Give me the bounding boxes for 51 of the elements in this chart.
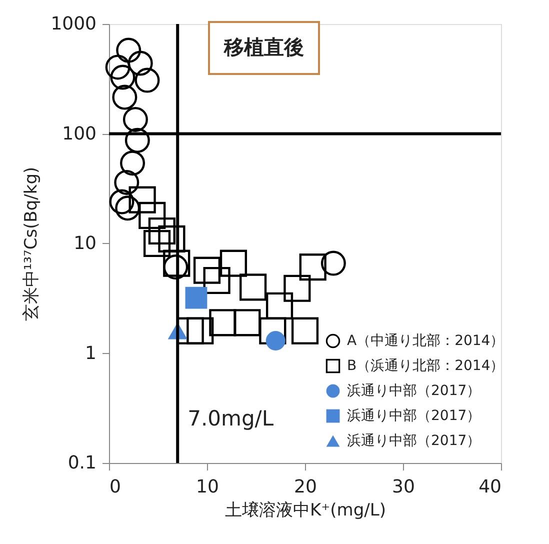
point (163, 254, 188, 280)
annotation: 7.0mg/L (188, 406, 274, 430)
point (109, 189, 134, 214)
x-tick-label: 20 (294, 476, 317, 498)
legend-label: B（浜通り北部：2014） (347, 358, 504, 374)
point (158, 225, 186, 253)
y-tick-label: 0.1 (68, 452, 96, 474)
point (116, 38, 142, 63)
point (110, 64, 136, 90)
point (148, 217, 176, 245)
x-tick-label: 10 (196, 476, 219, 498)
point (143, 230, 171, 258)
point (234, 309, 261, 336)
x-axis-title: 土壌溶液中K⁺(mg/L) (225, 500, 386, 520)
point (120, 150, 146, 176)
point (220, 250, 248, 277)
legend-label: 浜通り中部（2017） (347, 383, 481, 399)
point (128, 186, 156, 214)
point (291, 317, 319, 344)
y-tick-label: 1000 (50, 14, 96, 34)
point (128, 50, 153, 76)
point (193, 256, 221, 284)
y-tick-label: 1 (85, 342, 96, 364)
point (115, 196, 140, 221)
legend-label: A（中通り北部：2014） (347, 333, 504, 349)
y-tick-label: 10 (74, 233, 96, 254)
annotation: 移植直後 (223, 35, 304, 59)
point (203, 266, 230, 294)
point (240, 274, 267, 301)
point (186, 317, 214, 344)
y-tick-label: 100 (62, 123, 96, 144)
point (266, 292, 294, 320)
point (124, 128, 150, 153)
point (105, 54, 130, 80)
point (114, 170, 140, 195)
point (185, 286, 208, 309)
point (163, 250, 190, 277)
point (299, 254, 326, 281)
y-axis-title: 玄米中¹³⁷Cs(Bq/kg) (22, 166, 42, 322)
x-tick-label: 40 (478, 476, 502, 498)
point (284, 274, 311, 302)
point (112, 84, 138, 110)
legend-label: 浜通り中部（2017） (347, 433, 481, 449)
x-tick-label: 30 (392, 476, 415, 498)
point (122, 106, 148, 132)
legend-label: 浜通り中部（2017） (347, 408, 481, 424)
point (134, 68, 160, 93)
point (209, 309, 236, 336)
point (138, 202, 166, 230)
x-tick-label: 0 (110, 476, 121, 498)
point (320, 250, 346, 276)
